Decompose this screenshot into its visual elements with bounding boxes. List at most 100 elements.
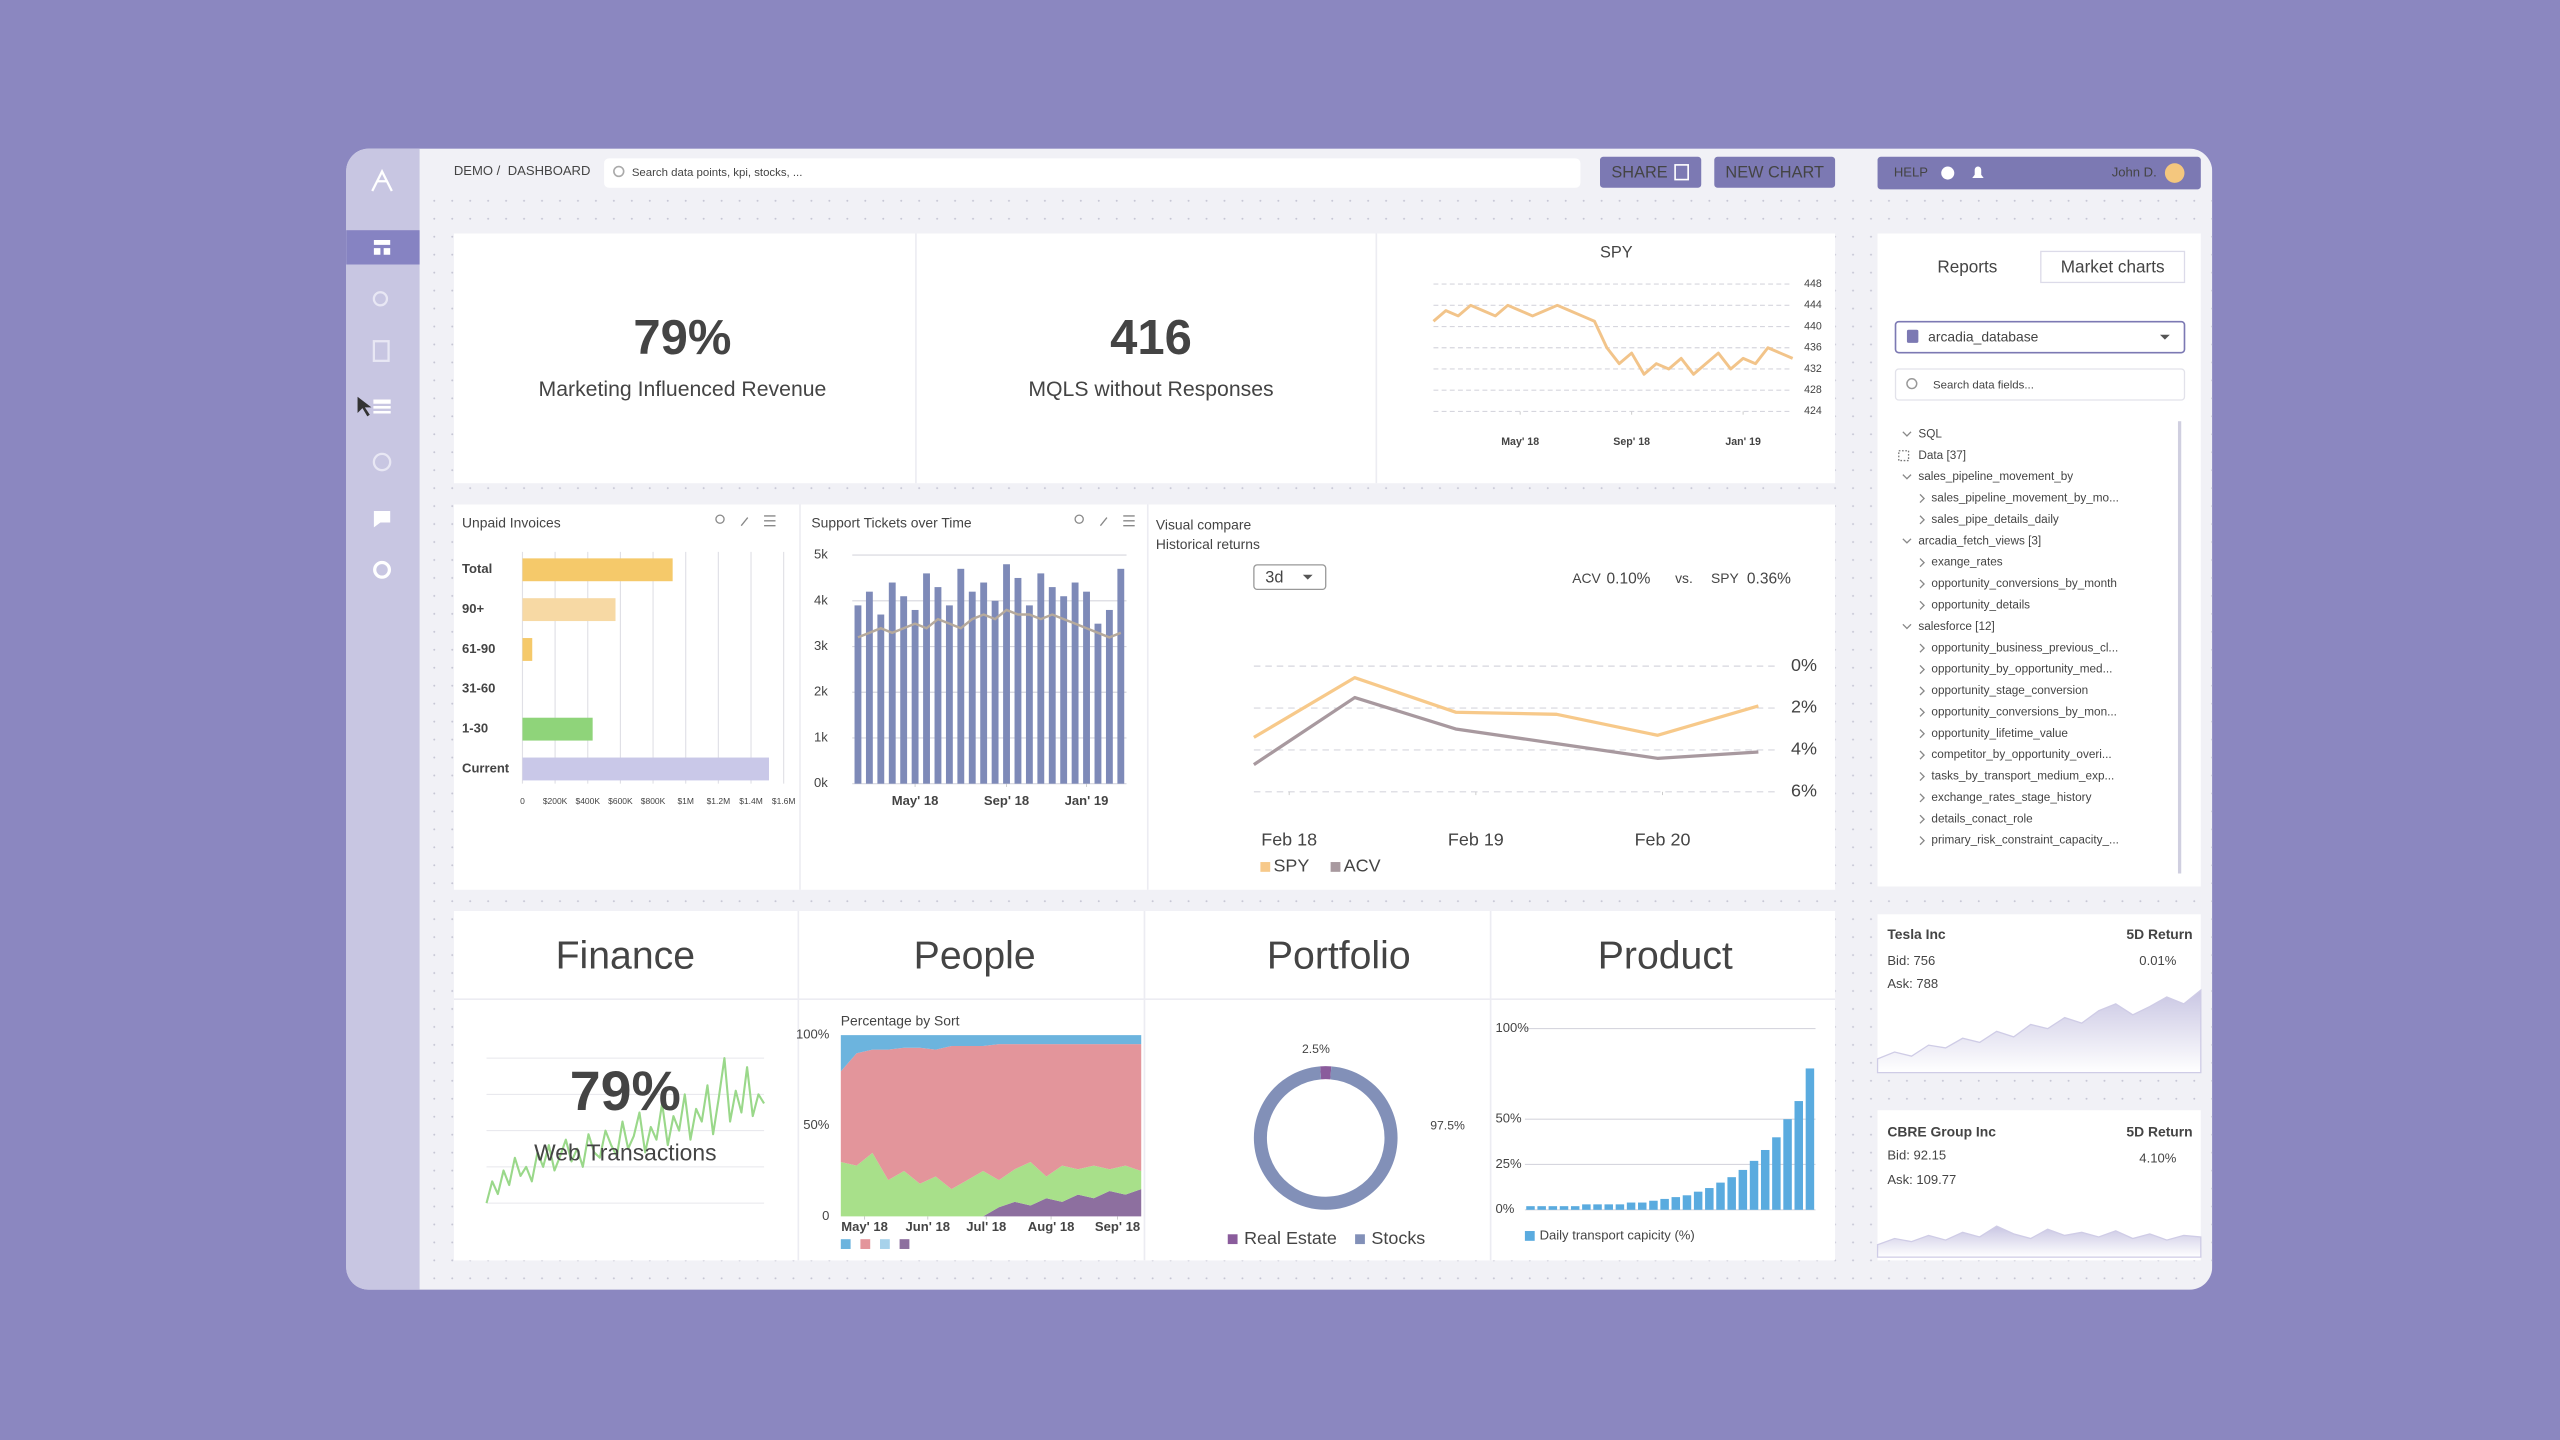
area (840, 1189, 1142, 1217)
tree-caret[interactable] (1919, 579, 1926, 589)
tab: Reports (1937, 256, 1997, 276)
chart-subtitle: Historical returns (1156, 536, 1260, 552)
section-title: People (914, 935, 1036, 978)
tree-caret[interactable] (1902, 538, 1912, 544)
bar (1772, 1137, 1781, 1210)
breadcrumb: DEMO / (454, 163, 501, 178)
kpi-value: 79% (633, 311, 731, 365)
sidebar-active[interactable] (346, 230, 420, 265)
tree-leaf: opportunity_lifetime_value (1931, 727, 2068, 740)
line (1253, 676, 1759, 739)
kpi-value: 416 (1110, 311, 1192, 365)
charts-card (453, 504, 1836, 890)
bar (1604, 1204, 1613, 1210)
tree-node: salesforce [12] (1918, 620, 1994, 633)
chart-title: Percentage by Sort (841, 1013, 960, 1029)
y-tick-label: 2k (814, 684, 828, 699)
tree-node: arcadia_fetch_views [3] (1918, 534, 2041, 547)
tree-leaf: details_conact_role (1931, 812, 2033, 825)
tree-leaf: opportunity_by_opportunity_med... (1931, 663, 2112, 676)
tree-caret[interactable] (1919, 729, 1926, 739)
field-search[interactable] (1894, 368, 2186, 401)
help-icon[interactable] (1941, 166, 1955, 180)
big-value: 79% (570, 1060, 681, 1122)
period-caret (1302, 574, 1313, 580)
y-tick-label: 25% (1496, 1156, 1523, 1171)
tree-leaf: opportunity_conversions_by_mon... (1931, 705, 2117, 718)
x-tick-label: Feb 19 (1448, 830, 1504, 850)
stock-name: CBRE Group Inc (1887, 1124, 1996, 1140)
tree-caret[interactable] (1919, 493, 1926, 503)
menu-tool[interactable] (1123, 515, 1135, 527)
user-bar (1877, 156, 2201, 190)
bar (1582, 1204, 1591, 1210)
search-box[interactable] (604, 158, 1581, 188)
tree-caret[interactable] (1902, 474, 1912, 480)
tree-caret[interactable] (1919, 836, 1926, 846)
bar (522, 757, 769, 781)
bar (1749, 1160, 1759, 1210)
tree-caret[interactable] (1919, 793, 1926, 803)
tree-caret[interactable] (1919, 558, 1926, 568)
y-tick-label: 448 (1804, 278, 1822, 290)
y-tick-label: 4k (814, 592, 828, 607)
bar (877, 614, 885, 784)
big-label: Web Transactions (534, 1139, 716, 1165)
bar (522, 638, 533, 661)
report-icon[interactable] (372, 340, 390, 362)
refresh-tool[interactable] (715, 514, 725, 524)
settings-icon[interactable] (373, 560, 392, 579)
tree-caret[interactable] (1919, 707, 1926, 717)
legend-swatch (1355, 1234, 1365, 1245)
bar (923, 573, 930, 784)
bar (1003, 564, 1010, 784)
tab-active[interactable] (2040, 250, 2186, 284)
new-chart-button[interactable] (1714, 156, 1836, 188)
category-label: 90+ (462, 601, 485, 616)
bar (968, 591, 976, 784)
tree-caret[interactable] (1919, 750, 1926, 760)
menu-tool[interactable] (764, 515, 776, 527)
logo[interactable] (371, 168, 393, 192)
y-tick-label: 428 (1804, 384, 1822, 396)
bar (980, 582, 988, 784)
tree-caret[interactable] (1919, 515, 1926, 525)
dashboard-icon[interactable] (373, 240, 391, 255)
tree-caret[interactable] (1919, 643, 1926, 653)
chat-icon[interactable] (373, 511, 391, 528)
refresh-tool[interactable] (1074, 514, 1084, 524)
bar (1593, 1204, 1602, 1210)
y-tick-label: 100% (1496, 1020, 1530, 1035)
database-icon[interactable] (371, 397, 393, 416)
bar (1693, 1191, 1703, 1210)
refresh-icon[interactable] (372, 452, 392, 472)
tree-caret[interactable] (1902, 431, 1912, 437)
bell-icon[interactable] (1972, 166, 1984, 178)
database-select[interactable] (1894, 320, 2186, 354)
avatar[interactable] (2164, 163, 2185, 183)
bar (522, 717, 593, 741)
y-tick-label: 436 (1804, 342, 1822, 354)
x-tick-label: Jan' 19 (1065, 793, 1109, 808)
tree-caret[interactable] (1902, 623, 1912, 630)
y-tick-label: 6% (1791, 781, 1817, 801)
bar (1570, 1206, 1580, 1210)
search-icon[interactable] (372, 291, 389, 307)
chart-title: SPY (1600, 243, 1633, 261)
compare-value: 0.10% (1607, 571, 1651, 588)
content: DEMO / DASHBOARD Search data points, kpi, … (454, 163, 2202, 1258)
tree-caret[interactable] (1919, 665, 1926, 675)
tree-caret[interactable] (1919, 600, 1926, 610)
edit-tool[interactable] (1099, 517, 1108, 527)
edit-tool[interactable] (740, 517, 749, 527)
tree-caret[interactable] (1919, 814, 1926, 824)
tree-leaf: opportunity_stage_conversion (1931, 684, 2088, 697)
tree-caret[interactable] (1919, 771, 1926, 782)
dividers (453, 233, 1836, 1261)
period-select[interactable] (1253, 564, 1327, 591)
category-label: Total (462, 561, 492, 576)
x-tick-label: 0 (520, 796, 525, 806)
bar (1682, 1195, 1692, 1210)
tree-caret[interactable] (1919, 686, 1926, 696)
